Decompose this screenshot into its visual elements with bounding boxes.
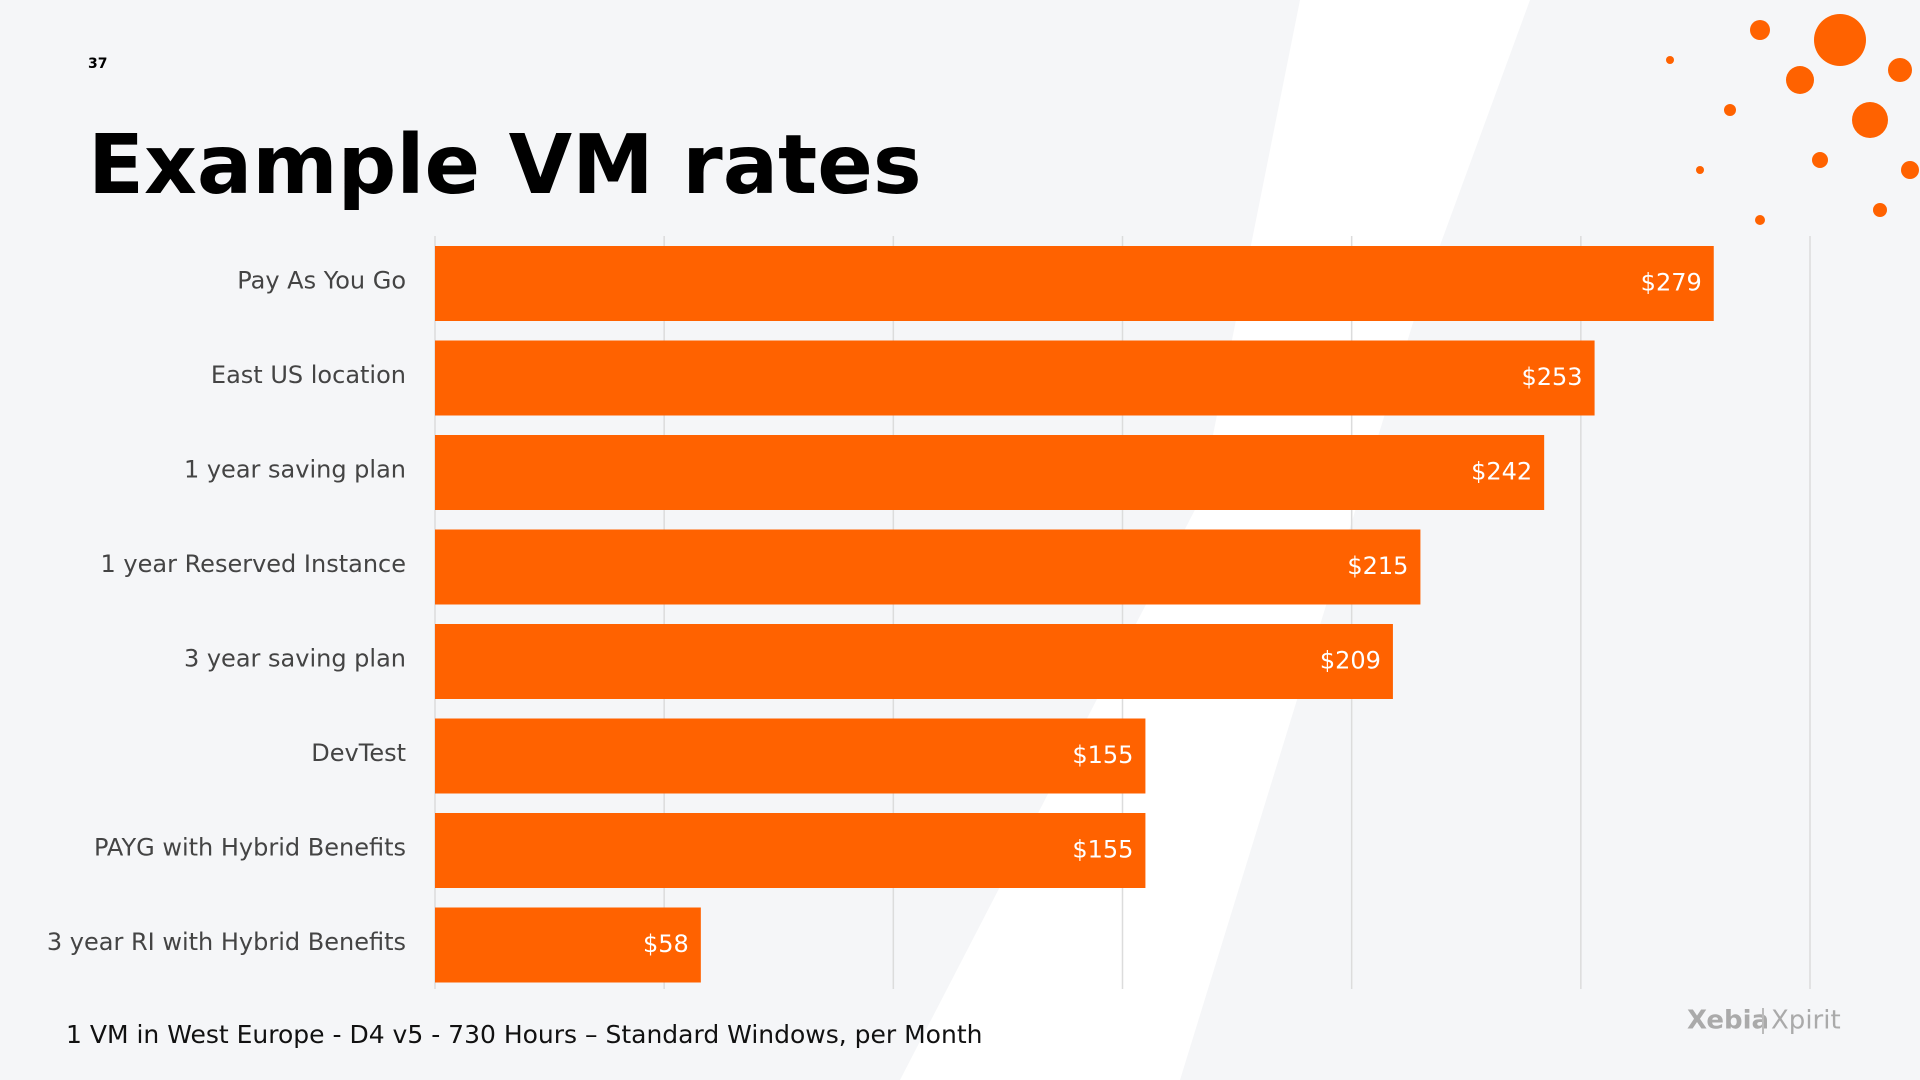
bar bbox=[435, 624, 1393, 699]
bar bbox=[435, 246, 1714, 321]
value-label: $279 bbox=[1641, 269, 1702, 297]
value-label: $253 bbox=[1522, 363, 1583, 391]
splatter-dot bbox=[1814, 14, 1866, 66]
logo-xpirit: Xpirit bbox=[1771, 1006, 1841, 1036]
splatter-dot bbox=[1750, 20, 1770, 40]
value-label: $209 bbox=[1320, 647, 1381, 675]
value-label: $215 bbox=[1347, 552, 1408, 580]
page-number: 37 bbox=[88, 56, 107, 72]
category-label: 1 year saving plan bbox=[184, 456, 406, 484]
splatter-dot bbox=[1724, 104, 1736, 116]
category-label: PAYG with Hybrid Benefits bbox=[94, 834, 406, 862]
bar bbox=[435, 529, 1421, 605]
splatter-dot bbox=[1888, 58, 1912, 82]
bar bbox=[435, 340, 1595, 416]
plot-area: Pay As You Go $279 East US location $253 1 y… bbox=[47, 236, 1811, 989]
bar bbox=[435, 813, 1146, 888]
bar bbox=[435, 718, 1146, 794]
logo-xebia: Xebia bbox=[1687, 1006, 1769, 1036]
category-label: 3 year saving plan bbox=[184, 645, 406, 673]
bar bbox=[435, 435, 1545, 510]
value-label: $155 bbox=[1072, 836, 1133, 864]
splatter-dot bbox=[1901, 161, 1919, 179]
chart-title: Example VM rates bbox=[88, 118, 922, 213]
category-label: 1 year Reserved Instance bbox=[101, 550, 406, 578]
splatter-dot bbox=[1755, 215, 1765, 225]
splatter-dot bbox=[1786, 66, 1814, 94]
splatter-dot bbox=[1666, 56, 1674, 64]
splatter-dot bbox=[1812, 152, 1828, 168]
footnote: 1 VM in West Europe - D4 v5 - 730 Hours … bbox=[66, 1020, 982, 1049]
value-label: $58 bbox=[643, 930, 689, 958]
value-label: $155 bbox=[1072, 741, 1133, 769]
bar bbox=[435, 907, 701, 983]
category-label: 3 year RI with Hybrid Benefits bbox=[47, 928, 406, 956]
paint-splatter bbox=[1666, 14, 1919, 225]
value-label: $242 bbox=[1471, 458, 1532, 486]
category-label: DevTest bbox=[311, 739, 406, 767]
category-label: Pay As You Go bbox=[237, 267, 406, 295]
splatter-dot bbox=[1873, 203, 1887, 217]
splatter-dot bbox=[1852, 102, 1888, 138]
splatter-dot bbox=[1696, 166, 1704, 174]
category-label: East US location bbox=[211, 361, 406, 389]
